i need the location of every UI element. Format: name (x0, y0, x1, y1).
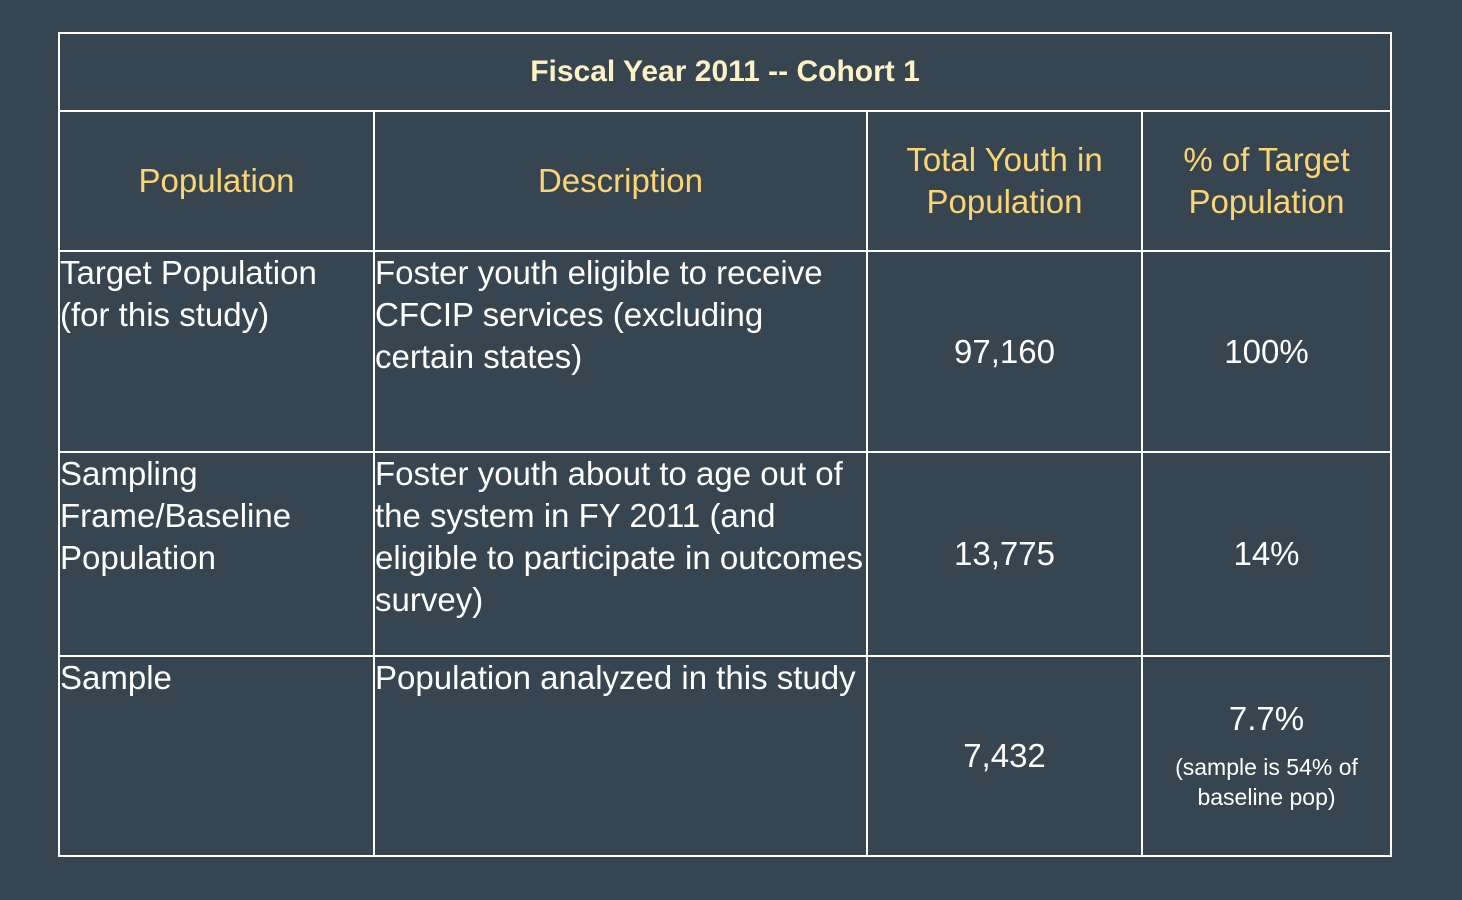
row-percent-note: (sample is 54% of baseline pop) (1175, 754, 1358, 810)
row-description: Foster youth about to age out of the sys… (373, 451, 868, 657)
table-row: Sample Population analyzed in this study… (58, 655, 1393, 857)
row-total: 97,160 (866, 250, 1143, 453)
row-percent: 14% (1140, 451, 1393, 657)
row-population: Sampling Frame/Baseline Population (58, 451, 375, 657)
header-total-youth: Total Youth in Population (866, 110, 1143, 252)
row-population: Target Population (for this study) (58, 250, 375, 453)
table-title: Fiscal Year 2011 -- Cohort 1 (57, 32, 1393, 112)
row-population: Sample (58, 655, 375, 857)
title-row: Fiscal Year 2011 -- Cohort 1 (57, 32, 1393, 112)
row-total: 7,432 (866, 655, 1143, 857)
cohort-table: Fiscal Year 2011 -- Cohort 1 Population … (57, 32, 1393, 857)
row-percent-cell: 7.7% (sample is 54% of baseline pop) (1140, 655, 1393, 857)
table-row: Sampling Frame/Baseline Population Foste… (58, 451, 1393, 657)
row-description: Population analyzed in this study (373, 655, 868, 857)
row-total: 13,775 (866, 451, 1143, 657)
header-population: Population (58, 110, 375, 252)
header-description: Description (373, 110, 868, 252)
row-percent: 7.7% (1228, 700, 1305, 737)
header-row: Population Description Total Youth in Po… (58, 110, 1393, 252)
table-row: Target Population (for this study) Foste… (58, 250, 1393, 453)
row-percent: 100% (1140, 250, 1393, 453)
header-percent-target: % of Target Population (1140, 110, 1393, 252)
row-description: Foster youth eligible to receive CFCIP s… (373, 250, 868, 453)
